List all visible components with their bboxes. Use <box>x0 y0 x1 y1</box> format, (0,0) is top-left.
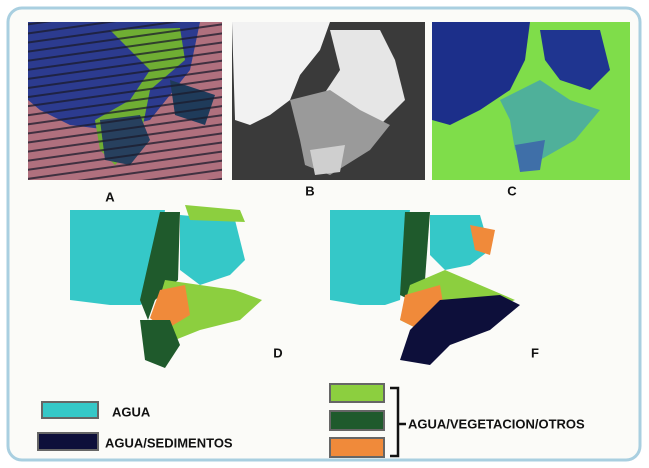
panel-label: A <box>105 189 115 204</box>
panel-label: C <box>507 183 517 198</box>
legend-swatch <box>330 384 384 402</box>
page: A B C D F AGUA AGU <box>0 0 649 468</box>
figure: A B C D F AGUA AGU <box>0 0 649 468</box>
legend-swatch <box>42 402 98 418</box>
image-b <box>232 22 425 180</box>
panel-label: F <box>531 345 539 360</box>
legend-label: AGUA <box>112 404 151 419</box>
legend-label: AGUA/VEGETACION/OTROS <box>408 416 585 431</box>
panel-label: D <box>273 345 282 360</box>
image-c <box>432 22 630 180</box>
image-a <box>28 22 222 180</box>
legend-label: AGUA/SEDIMENTOS <box>105 435 233 450</box>
panel-label: B <box>305 183 314 198</box>
legend-swatch <box>330 411 384 430</box>
legend-swatch <box>330 438 384 457</box>
legend-swatch <box>38 433 98 450</box>
